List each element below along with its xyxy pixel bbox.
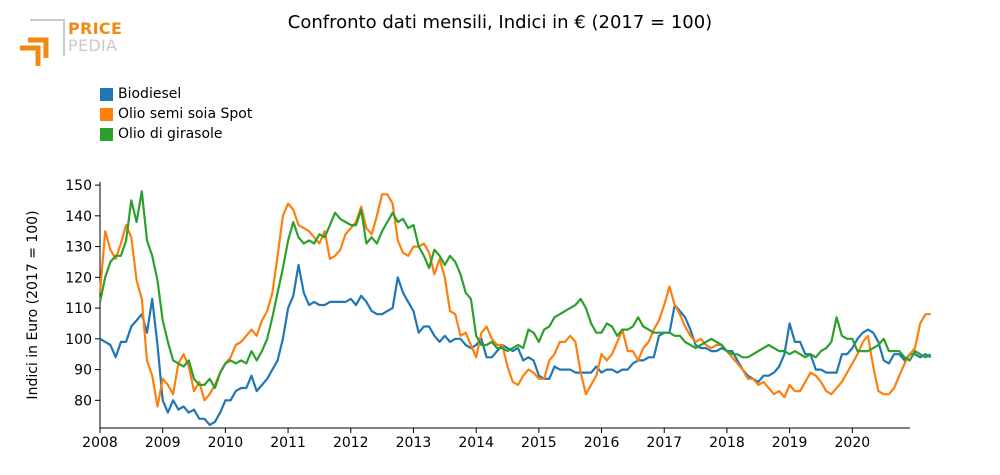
chart-legend: Biodiesel Olio semi soia Spot Olio di gi… [100, 84, 252, 144]
plot-area [98, 190, 932, 426]
y-tick-label: 80 [74, 393, 92, 409]
x-tick-label: 2008 [82, 435, 118, 451]
x-tick-label: 2016 [584, 435, 620, 451]
x-tick-label: 2014 [458, 435, 494, 451]
legend-swatch [100, 127, 113, 141]
x-tick-label: 2009 [145, 435, 181, 451]
legend-label: Biodiesel [118, 86, 182, 102]
x-tick-label: 2012 [333, 435, 369, 451]
x-tick-label: 2010 [208, 435, 244, 451]
chart-title: Confronto dati mensili, Indici in € (201… [287, 12, 713, 33]
axes: 80 90 100 110 120 130 140 150 2008 2009 2010 2011 20… [65, 178, 910, 451]
legend-item-soia: Olio semi soia Spot [100, 104, 252, 124]
legend-swatch [100, 87, 113, 101]
x-tick-label: 2017 [646, 435, 682, 451]
series-line-1 [98, 193, 931, 408]
x-tick-label: 2020 [835, 435, 871, 451]
x-tick-label: 2018 [709, 435, 745, 451]
series-line-0 [99, 263, 932, 426]
y-tick-label: 100 [65, 332, 92, 348]
y-tick-label: 110 [65, 301, 92, 317]
legend-item-biodiesel: Biodiesel [100, 84, 252, 104]
y-tick-label: 90 [74, 363, 92, 379]
y-tick-label: 140 [65, 209, 92, 225]
legend-label: Olio semi soia Spot [118, 106, 253, 122]
y-tick-label: 130 [65, 240, 92, 256]
x-tick-label: 2019 [772, 435, 808, 451]
y-tick-label: 150 [65, 178, 92, 194]
series-line-2 [98, 190, 932, 390]
legend-swatch [100, 107, 113, 121]
logo-text-price: PRICE [68, 19, 123, 38]
x-tick-label: 2013 [396, 435, 432, 451]
pricepedia-logo [20, 19, 65, 66]
legend-item-girasole: Olio di girasole [100, 124, 252, 144]
logo-wordmark: PRICE PEDIA [68, 20, 122, 54]
legend-label: Olio di girasole [118, 126, 223, 142]
logo-text-pedia: PEDIA [68, 36, 118, 55]
x-tick-label: 2015 [521, 435, 557, 451]
x-tick-label: 2011 [270, 435, 306, 451]
y-tick-label: 120 [65, 270, 92, 286]
y-axis-label: Indici in Euro (2017 = 100) [25, 210, 41, 399]
